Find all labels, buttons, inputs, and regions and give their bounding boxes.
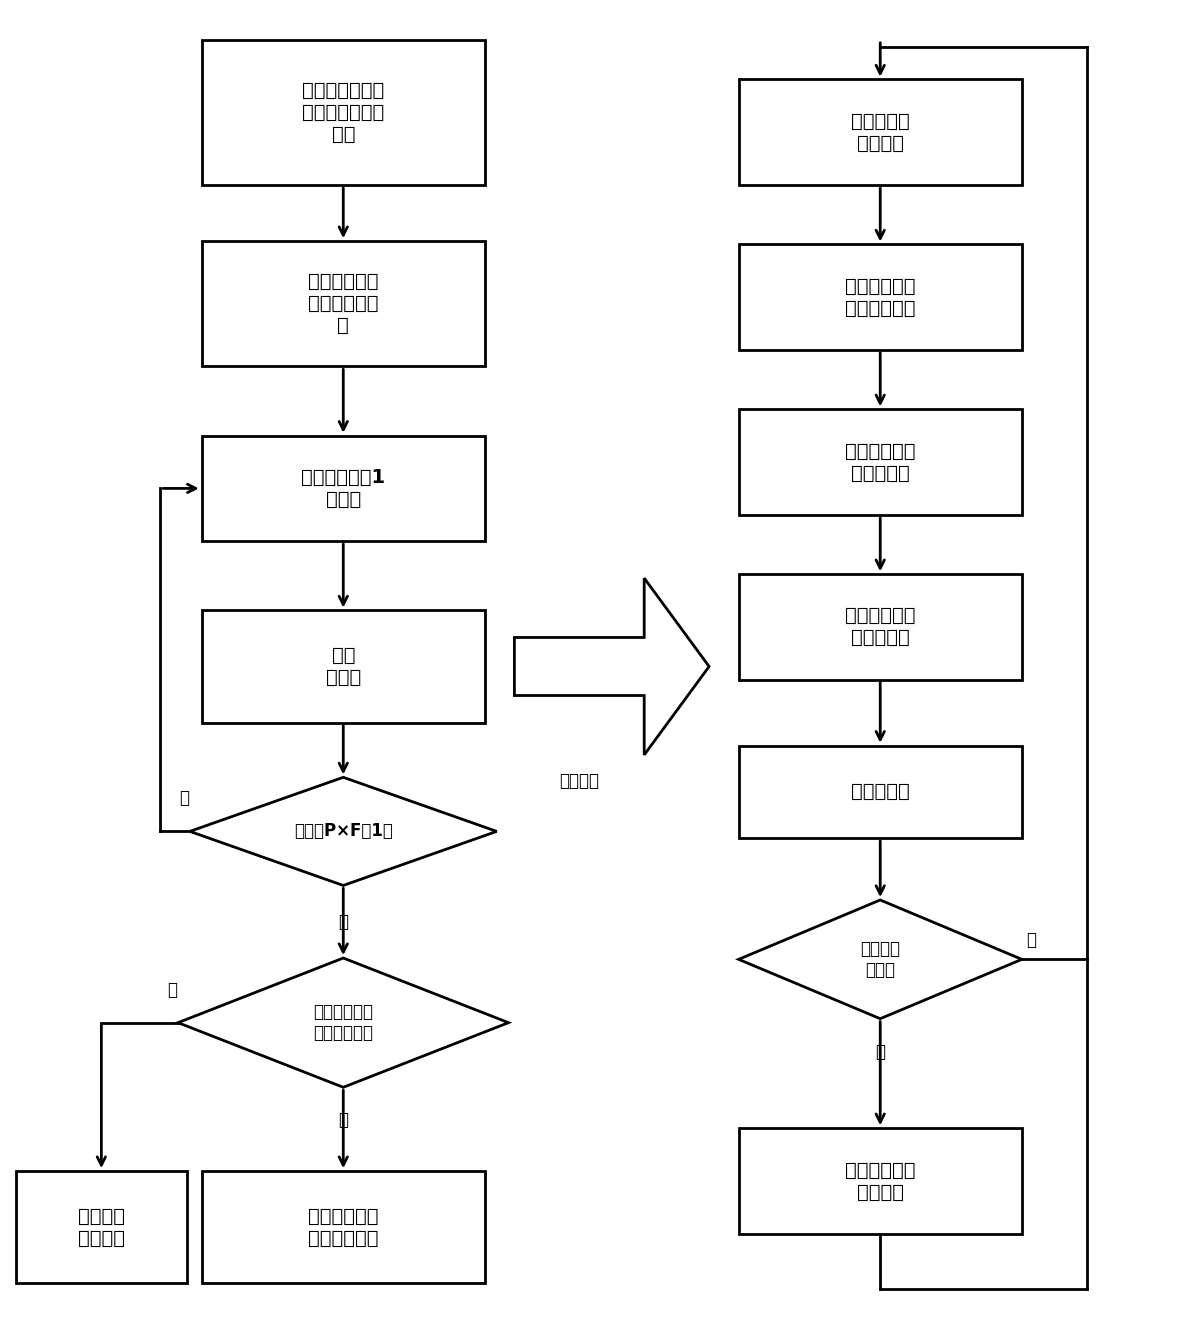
Text: 计算幅度最大
值点的位置: 计算幅度最大 值点的位置 [845, 607, 916, 648]
Bar [739, 244, 1022, 351]
Bar [16, 1172, 187, 1284]
Polygon shape [739, 900, 1022, 1018]
Bar [202, 40, 485, 185]
Text: 执行完P×F－1次: 执行完P×F－1次 [294, 822, 393, 840]
Text: 更新值函数: 更新值函数 [851, 782, 910, 801]
Bar [202, 1172, 485, 1284]
Bar [739, 1128, 1022, 1234]
Text: 当前帧每个
分辨单元: 当前帧每个 分辨单元 [851, 112, 910, 153]
Text: 是: 是 [875, 1042, 885, 1061]
Polygon shape [515, 579, 709, 754]
Text: 具体步骤: 具体步骤 [559, 772, 599, 790]
Bar [739, 745, 1022, 838]
Text: 是: 是 [338, 913, 349, 932]
Bar [202, 436, 485, 541]
Text: 否: 否 [167, 981, 177, 998]
Text: 宣布未检
测到目标: 宣布未检 测到目标 [78, 1206, 125, 1248]
Text: 更新
值函数: 更新 值函数 [326, 647, 361, 686]
Text: 取转移区域内
幅度最大值: 取转移区域内 幅度最大值 [845, 441, 916, 483]
Polygon shape [178, 958, 509, 1088]
Polygon shape [190, 777, 497, 885]
Text: 计算上一帧中
可能转移区域: 计算上一帧中 可能转移区域 [845, 277, 916, 317]
Text: 送入排序后第1
帧量测: 送入排序后第1 帧量测 [301, 468, 386, 509]
Text: 积累值函数最
大值超过门限: 积累值函数最 大值超过门限 [313, 1004, 374, 1042]
Text: 是: 是 [338, 1112, 349, 1129]
Text: 将不同雷达对齐
后量测送至融合
中心: 将不同雷达对齐 后量测送至融合 中心 [302, 81, 384, 144]
Text: 否: 否 [179, 789, 189, 808]
Bar [739, 409, 1022, 515]
Bar [739, 80, 1022, 185]
Text: 进行下一帧值
函数更新: 进行下一帧值 函数更新 [845, 1161, 916, 1201]
Text: 否: 否 [1027, 930, 1036, 949]
Bar [202, 611, 485, 722]
Bar [739, 575, 1022, 680]
Bar [202, 241, 485, 367]
Text: 宣布检测到目
标并恢复航迹: 宣布检测到目 标并恢复航迹 [308, 1206, 378, 1248]
Text: 分辨单元
遍历完: 分辨单元 遍历完 [860, 940, 900, 978]
Text: 将量测按获得
的时间顺序排
序: 将量测按获得 的时间顺序排 序 [308, 272, 378, 335]
